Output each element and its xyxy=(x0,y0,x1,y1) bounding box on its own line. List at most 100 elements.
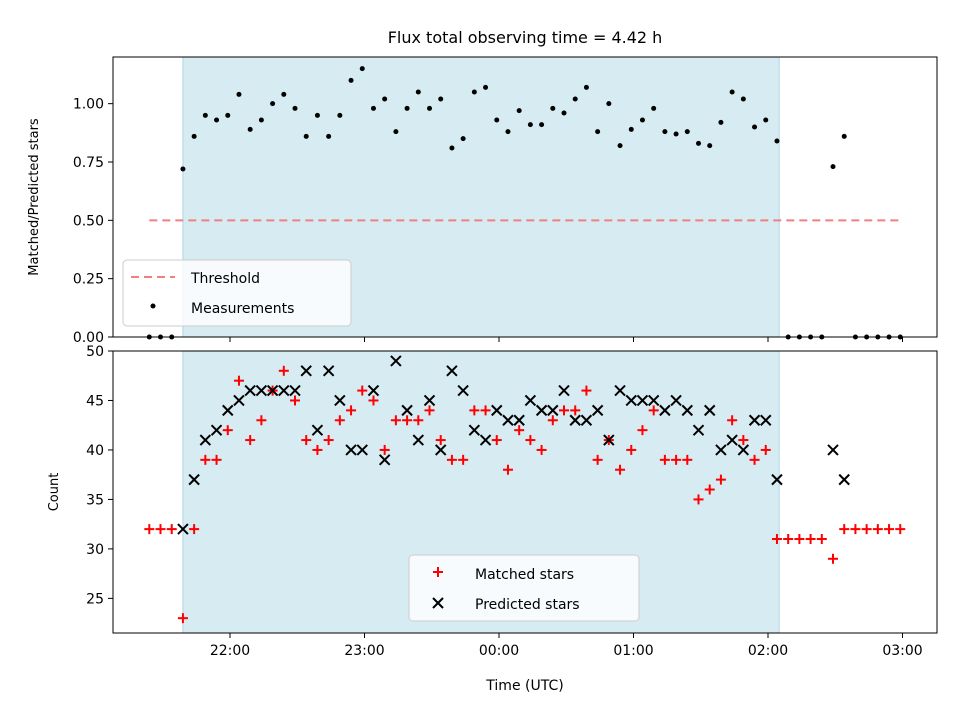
legend-measurements-swatch xyxy=(150,303,156,309)
predicted-star-point xyxy=(760,414,772,426)
measurement-point xyxy=(696,140,702,146)
measurement-point xyxy=(729,89,735,95)
axes-frame xyxy=(112,56,938,338)
matched-star-point xyxy=(166,524,177,535)
predicted-star-point xyxy=(569,414,581,426)
measurement-point xyxy=(707,143,713,149)
matched-star-point xyxy=(637,425,648,436)
predicted-star-point xyxy=(748,414,761,426)
ratio-y-axis-label: Matched/Predicted stars xyxy=(27,118,42,276)
matched-star-point xyxy=(390,415,401,426)
predicted-star-point xyxy=(244,384,256,397)
ratio-legend: Threshold Measurements xyxy=(122,259,352,327)
matched-star-point xyxy=(514,425,525,436)
measurement-point xyxy=(651,105,657,111)
legend-threshold-label: Threshold xyxy=(190,271,260,287)
y-tick-label: 40 xyxy=(86,443,104,459)
predicted-star-point xyxy=(300,365,312,377)
predicted-star-point xyxy=(367,384,380,397)
matched-star-point xyxy=(256,415,267,426)
predicted-star-point xyxy=(210,424,223,436)
measurement-point xyxy=(191,133,197,139)
matched-star-point xyxy=(278,365,289,376)
matched-star-point xyxy=(850,524,861,535)
matched-star-point xyxy=(805,534,816,544)
x-tick-label: 03:00 xyxy=(882,643,922,659)
measurement-point xyxy=(505,129,511,135)
measurement-point xyxy=(752,124,758,130)
predicted-star-point xyxy=(502,414,514,426)
measurement-point xyxy=(202,112,208,118)
matched-star-point xyxy=(525,435,536,446)
legend-matched-label: Matched stars xyxy=(475,567,574,583)
measurement-point xyxy=(460,136,466,142)
measurement-point xyxy=(449,145,455,151)
measurement-point xyxy=(740,96,746,102)
predicted-star-point xyxy=(827,444,839,456)
measurement-point xyxy=(572,96,578,102)
measurement-point xyxy=(438,96,444,102)
measurement-point xyxy=(830,164,836,170)
matched-star-point xyxy=(211,454,222,465)
matched-star-point xyxy=(749,454,760,465)
matched-star-point xyxy=(155,524,166,535)
x-tick-label: 00:00 xyxy=(479,643,519,659)
measurement-point xyxy=(606,101,612,107)
count-legend: Matched stars Predicted stars xyxy=(408,554,640,622)
matched-star-point xyxy=(659,454,670,465)
measurement-point xyxy=(326,133,332,139)
predicted-star-point xyxy=(603,434,615,446)
predicted-star-point xyxy=(681,404,694,417)
matched-star-point xyxy=(469,405,480,416)
matched-star-point xyxy=(615,464,626,475)
predicted-star-point xyxy=(647,394,660,407)
predicted-star-point xyxy=(423,394,436,407)
matched-star-point xyxy=(144,524,155,535)
measurement-point xyxy=(247,126,253,132)
y-tick-label: 0.00 xyxy=(73,330,104,346)
measurement-point xyxy=(314,112,320,118)
x-tick-label: 22:00 xyxy=(210,643,250,659)
predicted-star-point xyxy=(580,414,593,426)
matched-star-point xyxy=(458,454,469,465)
count-y-ticks: 25 30 35 40 45 50 xyxy=(86,344,113,607)
count-x-ticks: 22:00 23:00 00:00 01:00 02:00 03:00 xyxy=(210,633,923,659)
measurement-point xyxy=(415,89,421,95)
x-tick-label: 23:00 xyxy=(344,643,384,659)
measurement-point xyxy=(281,91,287,97)
y-tick-label: 50 xyxy=(86,344,104,360)
matched-star-point xyxy=(446,454,457,465)
measurement-point xyxy=(494,117,500,123)
matched-star-point xyxy=(368,395,379,406)
measurement-point xyxy=(359,66,365,72)
predicted-star-point xyxy=(412,434,425,446)
matched-star-point xyxy=(771,534,782,544)
measurement-point xyxy=(639,117,645,123)
measurement-point xyxy=(673,131,679,137)
matched-star-point xyxy=(491,435,502,446)
predicted-star-point xyxy=(524,394,537,407)
chart-title: Flux total observing time = 4.42 h xyxy=(388,28,663,47)
measurement-point xyxy=(516,108,522,114)
matched-star-point xyxy=(334,415,345,426)
predicted-star-point xyxy=(838,473,850,486)
matched-star-point xyxy=(895,524,906,535)
measurement-point xyxy=(617,143,623,149)
measurement-point xyxy=(595,129,601,135)
measurement-point xyxy=(225,112,231,118)
matched-star-point xyxy=(592,454,603,465)
matched-star-point xyxy=(323,435,334,446)
y-tick-label: 35 xyxy=(86,492,104,508)
measurement-point xyxy=(718,119,724,125)
measurement-point xyxy=(258,117,264,123)
matched-star-point xyxy=(884,524,895,535)
predicted-star-point xyxy=(177,523,189,535)
matched-star-point xyxy=(547,415,558,426)
measurement-point xyxy=(337,112,343,118)
predicted-star-point xyxy=(199,434,212,446)
matched-star-point xyxy=(872,524,883,535)
matched-star-point xyxy=(581,385,592,396)
matched-star-point xyxy=(861,524,872,535)
predicted-star-point xyxy=(715,444,727,456)
y-tick-label: 25 xyxy=(86,591,104,607)
